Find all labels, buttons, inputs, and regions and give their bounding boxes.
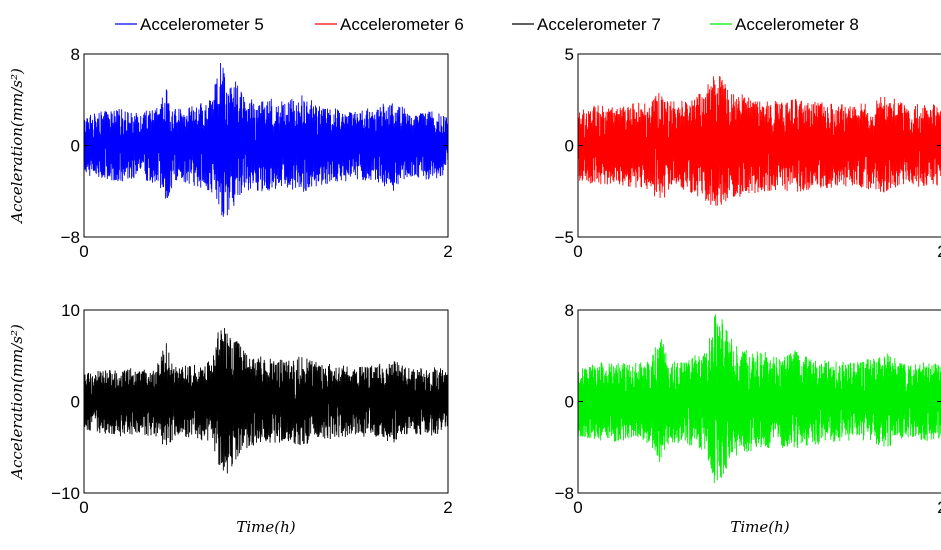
x-tick-label: 2 bbox=[443, 242, 452, 261]
x-tick-label: 2 bbox=[937, 242, 941, 261]
x-tick-label: 0 bbox=[79, 242, 88, 261]
x-axis-label: Time(h) bbox=[236, 518, 295, 536]
series-line-5 bbox=[84, 62, 448, 217]
x-tick-label: 2 bbox=[937, 498, 941, 517]
legend-label-8: Accelerometer 8 bbox=[735, 15, 859, 34]
y-axis-label: Acceleration(mm/s²) bbox=[8, 68, 26, 225]
y-axis-label: Acceleration(mm/s²) bbox=[8, 324, 26, 481]
y-tick-label: −5 bbox=[555, 228, 574, 247]
series-line-7 bbox=[84, 327, 448, 474]
x-tick-label: 0 bbox=[573, 498, 582, 517]
y-tick-label: 0 bbox=[565, 137, 574, 156]
legend: Accelerometer 5 Accelerometer 6 Accelerome… bbox=[115, 15, 859, 34]
y-tick-label: 8 bbox=[565, 301, 574, 320]
x-tick-label: 2 bbox=[443, 498, 452, 517]
y-tick-label: 10 bbox=[61, 301, 80, 320]
y-tick-label: −8 bbox=[61, 228, 80, 247]
x-tick-label: 0 bbox=[79, 498, 88, 517]
y-tick-label: 5 bbox=[565, 45, 574, 64]
y-tick-label: 0 bbox=[71, 393, 80, 412]
panel-6: −50502 bbox=[555, 45, 941, 261]
y-tick-label: 8 bbox=[71, 45, 80, 64]
series-line-8 bbox=[578, 314, 941, 484]
legend-label-6: Accelerometer 6 bbox=[340, 15, 464, 34]
panel-8: −80802Time(h) bbox=[555, 301, 941, 536]
legend-label-5: Accelerometer 5 bbox=[140, 15, 264, 34]
y-tick-label: 0 bbox=[565, 393, 574, 412]
y-tick-label: 0 bbox=[71, 137, 80, 156]
y-tick-label: −10 bbox=[51, 484, 80, 503]
series-line-6 bbox=[578, 76, 941, 206]
legend-label-7: Accelerometer 7 bbox=[537, 15, 661, 34]
x-tick-label: 0 bbox=[573, 242, 582, 261]
panels: −80802Acceleration(mm/s²)−50502−1001002T… bbox=[8, 45, 941, 536]
y-tick-label: −8 bbox=[555, 484, 574, 503]
x-axis-label: Time(h) bbox=[730, 518, 789, 536]
